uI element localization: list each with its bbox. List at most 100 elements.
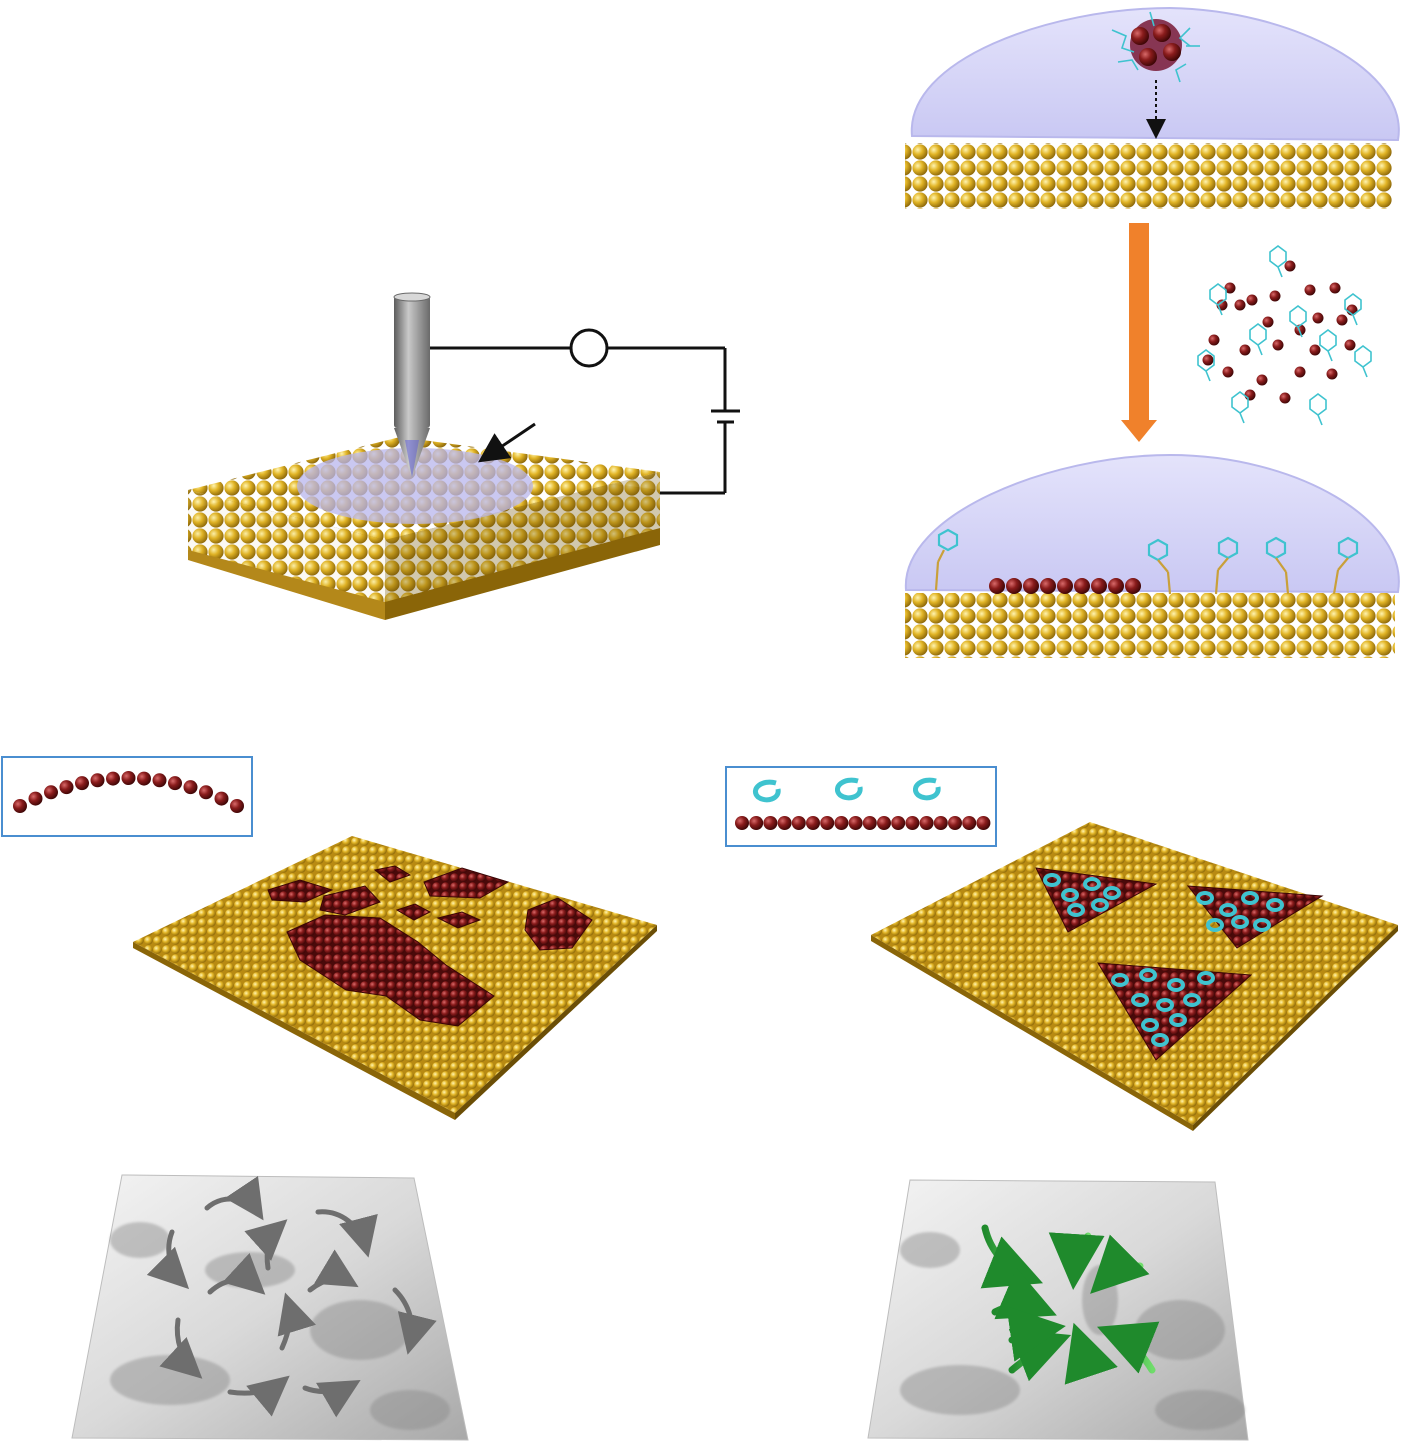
ag-atom [1234, 299, 1246, 311]
ag-atom [1336, 314, 1348, 326]
gold-slab [188, 437, 660, 620]
ag-atom [183, 780, 198, 795]
molecular-ring [1231, 915, 1249, 929]
ag-atom [90, 773, 105, 788]
ag-atom [948, 816, 962, 830]
triangle-inset-box [725, 766, 997, 847]
ag-atom [806, 816, 820, 830]
ag-atom [28, 791, 43, 806]
ag-atom [1202, 354, 1214, 366]
molecular-ring [1131, 993, 1149, 1007]
ag-atom [59, 780, 74, 795]
molecular-ring [1111, 973, 1129, 987]
ligand-molecule [1269, 245, 1287, 278]
ligand-molecule [1197, 349, 1215, 382]
ag-atom [1239, 344, 1251, 356]
circuit [430, 328, 740, 495]
landscape-right-panel [867, 1179, 1249, 1441]
grey-arrow-icon [307, 1249, 359, 1293]
orange-down-arrow-icon [1121, 223, 1157, 442]
ligand-molecule [1249, 323, 1267, 356]
molecular-ring [1083, 877, 1101, 891]
molecular-ring [1169, 1013, 1187, 1027]
gold-substrate-bottom [905, 593, 1395, 658]
solvent-droplet-bottom [904, 453, 1400, 594]
ag-atom [1208, 334, 1220, 346]
droplet-pointer-arrow [478, 422, 536, 463]
ag-atom [1309, 344, 1321, 356]
gold-substrate-top [905, 143, 1392, 209]
green-arrow-icon [1048, 1232, 1105, 1290]
grey-arrow-icon [227, 1375, 290, 1417]
ag-atom [121, 771, 136, 785]
ligand-molecule [1344, 293, 1362, 326]
stm-setup-panel [188, 292, 740, 620]
ag-atom [1279, 392, 1291, 404]
ag-atom [1304, 284, 1316, 296]
ag-atom [1006, 578, 1022, 594]
molecular-ring [1197, 971, 1215, 985]
droplet-after-panel [904, 453, 1400, 658]
ag-atom [137, 771, 151, 786]
grey-arrow-icon [207, 1252, 266, 1295]
ag-atom [777, 816, 792, 830]
molecular-ring [1241, 891, 1259, 905]
ag-atom [1329, 282, 1341, 294]
ag-atom [1326, 368, 1338, 380]
adsorbed-chain [989, 578, 1141, 594]
ag-atom [1222, 366, 1234, 378]
molecular-ring [1156, 998, 1174, 1012]
ag-atom [44, 785, 58, 800]
ligand-molecule [1231, 391, 1249, 424]
green-arrow-icon [1064, 1322, 1118, 1385]
molecular-ring [1266, 898, 1284, 912]
ag-atom [962, 816, 977, 830]
grey-arrow-icon [146, 1229, 190, 1290]
stm-tip-icon [393, 292, 431, 478]
ag-atom [877, 816, 891, 830]
molecular-ring [1206, 918, 1224, 932]
molecular-ring [1067, 903, 1085, 917]
molecular-ring [1196, 891, 1214, 905]
ag-atom [1108, 578, 1124, 594]
ligand-molecule [1319, 329, 1337, 362]
grey-arrow-icon [204, 1175, 264, 1221]
ag-atom [1269, 290, 1281, 302]
ligand-molecule [1289, 305, 1307, 338]
ligand-molecule [1354, 345, 1372, 378]
ag-atom [214, 791, 229, 806]
molecular-rings [1043, 873, 1284, 1047]
grey-arrow-icon [277, 1292, 316, 1351]
ag-atom [933, 816, 948, 830]
inset-chain [13, 771, 244, 813]
ligand-molecule [1309, 393, 1327, 426]
molecular-ring [1091, 898, 1109, 912]
molecular-ring [1253, 918, 1271, 932]
ag-atom [976, 816, 991, 830]
converging-arrows [980, 1224, 1160, 1385]
ag-atom [862, 816, 877, 830]
grey-arrow-icon [159, 1317, 203, 1379]
molecular-ring [1219, 903, 1237, 917]
ag-atom [1091, 578, 1107, 594]
ag-atom [1344, 339, 1356, 351]
ag-atom [1312, 312, 1324, 324]
ag-atom [152, 773, 167, 788]
ag-atom [106, 771, 120, 786]
ag-atom [1224, 282, 1236, 294]
green-arrow-icon [1090, 1234, 1150, 1294]
ag-atom [919, 816, 934, 830]
ag-triangles [1035, 867, 1324, 1061]
grey-arrow-icon [302, 1379, 361, 1418]
molecular-ring [1141, 1018, 1159, 1032]
ag-atom [13, 799, 27, 813]
ag-atom [834, 816, 849, 830]
ag-atom [791, 816, 806, 830]
green-arrow-icon [1006, 1306, 1066, 1362]
inset-spirals [752, 777, 941, 803]
ag-atom [735, 816, 749, 830]
ag-atom [1256, 374, 1268, 386]
grey-arrow-icon [244, 1219, 288, 1271]
molecular-ring [1151, 1033, 1169, 1047]
grey-arrow-icon [392, 1287, 437, 1355]
